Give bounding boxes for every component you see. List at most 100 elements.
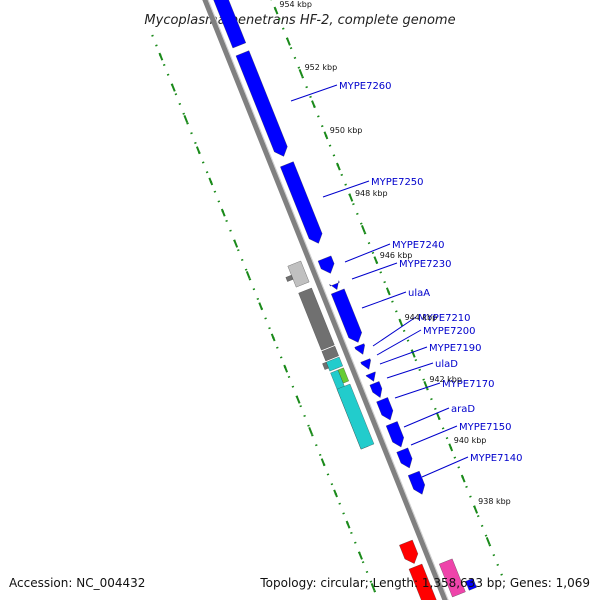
gene-arrow [331,288,362,343]
map-title: Mycoplasma penetrans HF-2, complete geno… [144,13,455,28]
ruler-major-tick [208,177,214,186]
gene-leader-line [290,84,338,102]
gene-block [287,260,310,288]
gene-block [285,274,294,282]
gene-arrow [317,255,335,274]
ruler-major-tick [298,69,304,77]
gene-leader-line [361,291,407,309]
gene-arrow [396,447,413,469]
gene-label: MYPE7230 [399,259,452,270]
ruler-major-tick [170,83,176,92]
gene-arrow [329,280,340,290]
ruler-major-tick [370,583,376,591]
ruler-major-tick [308,427,314,435]
gene-label: MYPE7190 [429,343,482,354]
gene-block [439,558,466,598]
gene-label: ulaA [408,288,430,299]
gene-leader-line [344,243,391,263]
gene-arrow [399,539,419,564]
ruler-major-tick [245,271,251,279]
gene-label: MYPE7250 [371,177,424,188]
ruler-major-tick [435,412,441,421]
summary-text: Topology: circular; Length: 1,358,633 bp… [259,576,590,590]
backbone-highlight [207,0,449,600]
ruler-major-tick [273,6,279,15]
gene-label: MYPE7140 [470,453,523,464]
gene-leader-line [394,382,441,399]
ruler-major-tick [295,395,301,404]
gene-label: MYPE7150 [459,422,512,433]
ruler-ring-outer [270,0,504,578]
ruler-major-tick [348,193,354,202]
ruler-major-tick [358,551,363,560]
kbp-label: 940 kbp [454,436,487,445]
kbp-label: 944 kbp [405,313,438,322]
ruler-major-tick [460,474,466,483]
gene-arrow [376,397,394,421]
ruler-major-tick [385,287,391,296]
gene-label: MYPE7200 [423,326,476,337]
ruler-major-tick [448,443,454,452]
ruler-major-tick [398,318,404,327]
backbone-line [202,0,448,600]
ruler-major-tick [473,505,479,514]
gene-labels: MYPE7260 MYPE7250 MYPE7240 MYPE7230 ulaA MYPE… [290,81,523,478]
ruler-major-tick [158,52,164,61]
ruler-major-tick [283,364,289,373]
ruler-major-tick [373,256,379,265]
gene-arrow [369,381,383,398]
ruler-major-tick [333,489,338,498]
ruler-major-tick [323,131,329,140]
gene-block [321,345,339,362]
kbp-label: 946 kbp [380,251,413,260]
gene-leader-line [403,407,450,428]
gene-leader-line [322,180,370,198]
gene-leader-line [376,329,422,356]
kbp-label: 952 kbp [305,63,338,72]
gene-block [336,383,375,450]
gene-arrow [385,421,404,448]
ruler-ring-inner [151,34,380,600]
gene-leader-line [379,346,428,365]
ruler-major-tick [345,520,351,529]
gene-label: ulaD [435,359,458,370]
gene-leader-line [410,425,458,446]
kbp-label: 942 kbp [429,375,462,384]
ruler-major-tick [195,146,201,155]
gene-features [213,0,477,600]
gene-block [322,361,329,370]
gene-label: MYPE7210 [418,313,471,324]
ruler-major-tick [311,100,316,109]
gene-label: MYPE7240 [392,240,445,251]
ruler-major-tick [360,225,366,233]
gene-arrow [280,161,323,244]
gene-label: MYPE7170 [442,379,495,390]
gene-arrow [407,470,425,495]
kbp-labels: 954 kbp 952 kbp 950 kbp 948 kbp 946 kbp 944 k… [279,0,510,506]
kbp-label: 938 kbp [478,497,511,506]
kbp-label: 954 kbp [279,0,312,9]
gene-leader-line [372,316,417,347]
gene-label: MYPE7260 [339,81,392,92]
gene-block [465,578,477,591]
ruler-major-tick [258,302,264,311]
gene-leader-line [386,362,434,379]
gene-block [213,0,247,49]
gene-arrow [354,343,365,355]
ruler-major-tick [485,537,491,545]
kbp-label: 948 kbp [355,189,388,198]
gene-label: araD [451,404,475,415]
accession-text: Accession: NC_004432 [9,576,145,590]
gene-block [408,563,437,600]
ruler-major-tick [220,208,226,217]
gene-leader-line [421,456,469,478]
ruler-major-tick [270,333,276,342]
gene-block [325,356,343,372]
gene-arrow [360,358,371,370]
ruler-major-tick [183,115,189,123]
ruler-major-tick [286,37,291,46]
gene-arrow [235,50,288,157]
gene-arrow [365,371,376,382]
gene-block [298,287,335,351]
